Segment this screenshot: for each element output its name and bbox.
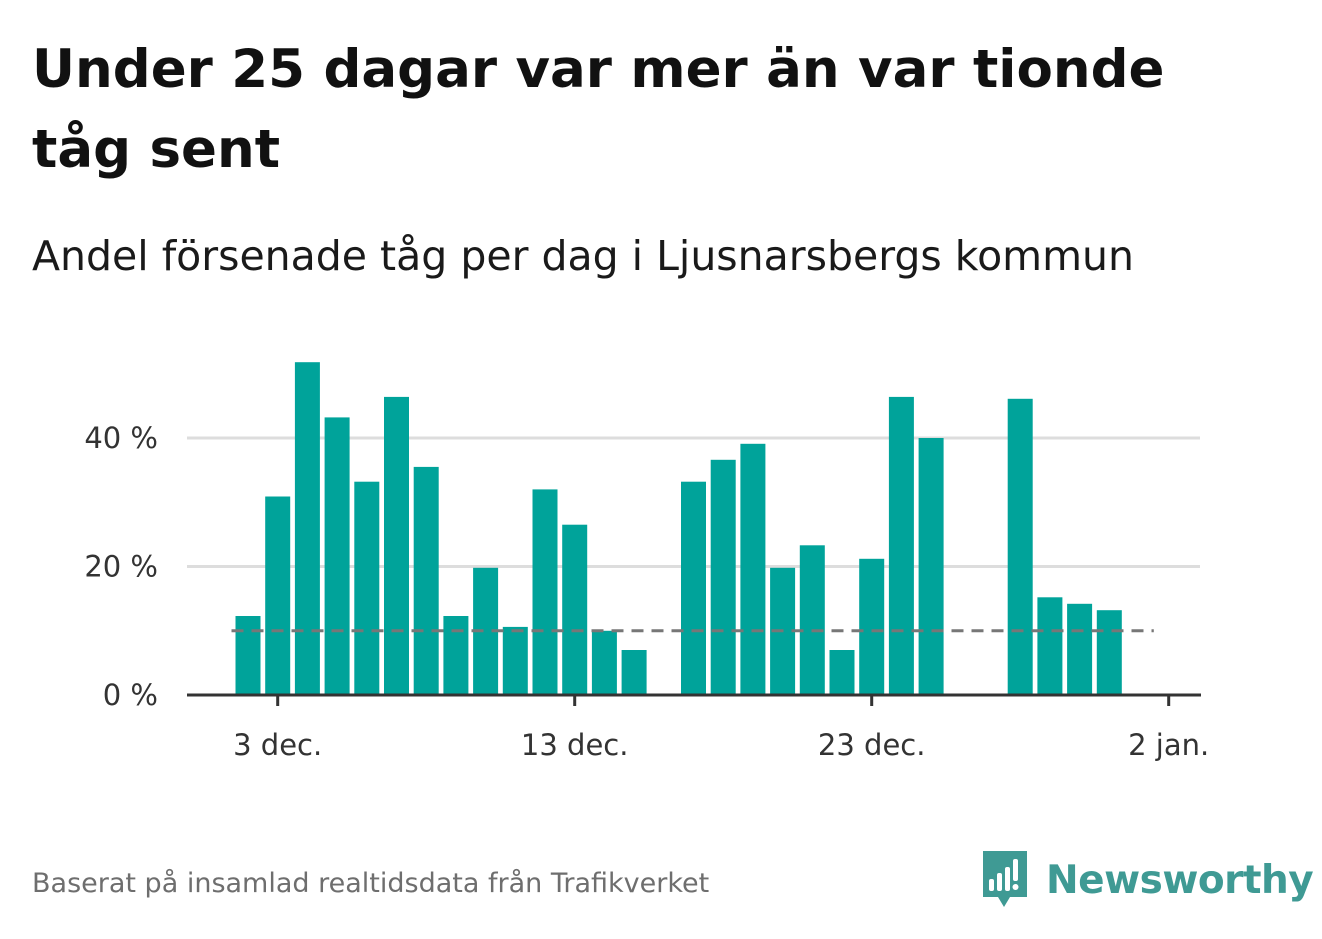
bar-chart-speech-bubble-icon (983, 851, 1027, 907)
bar (502, 626, 528, 695)
bar (265, 496, 291, 695)
y-tick-label: 40 % (84, 421, 158, 455)
bar (384, 396, 409, 695)
bar (532, 489, 558, 695)
bar (324, 417, 350, 695)
tick-labels: 3 dec. 13 dec. 23 dec. 2 jan. 0 % 20 % 40 % (84, 421, 1209, 762)
bar (294, 362, 320, 695)
bar (413, 466, 439, 695)
bar (354, 481, 380, 695)
y-tick-label: 0 % (103, 678, 158, 712)
x-tick-label: 2 jan. (1128, 728, 1209, 762)
bar (562, 524, 588, 695)
bar (591, 630, 617, 696)
axes (187, 693, 1201, 706)
brand-name: Newsworthy (1046, 857, 1314, 903)
source-note: Baserat på insamlad realtidsdata från Tr… (32, 868, 710, 899)
x-tick-label: 13 dec. (521, 728, 629, 762)
bar (799, 545, 825, 695)
brand: Newsworthy (980, 848, 1314, 912)
chart-subtitle: Andel försenade tåg per dag i Ljusnarsbe… (32, 232, 1135, 280)
bar (235, 616, 261, 695)
bar (1067, 603, 1093, 695)
y-tick-label: 20 % (84, 550, 158, 584)
bar (710, 459, 736, 695)
bar (1007, 398, 1033, 695)
bar (829, 650, 855, 695)
bars (235, 362, 1122, 696)
x-tick-label: 3 dec. (233, 728, 322, 762)
bar (888, 396, 914, 695)
chart-title: Under 25 dagar var mer än var tionde tåg… (32, 39, 1165, 180)
bar (918, 438, 944, 695)
bar (621, 650, 647, 695)
bar (1037, 597, 1063, 695)
bar (681, 481, 706, 695)
bar-chart: 3 dec. 13 dec. 23 dec. 2 jan. 0 % 20 % 40 % (84, 362, 1209, 762)
bar (859, 558, 885, 695)
bar (1096, 610, 1122, 695)
x-tick-label: 23 dec. (818, 728, 926, 762)
bar (443, 616, 469, 695)
bar (740, 443, 766, 695)
